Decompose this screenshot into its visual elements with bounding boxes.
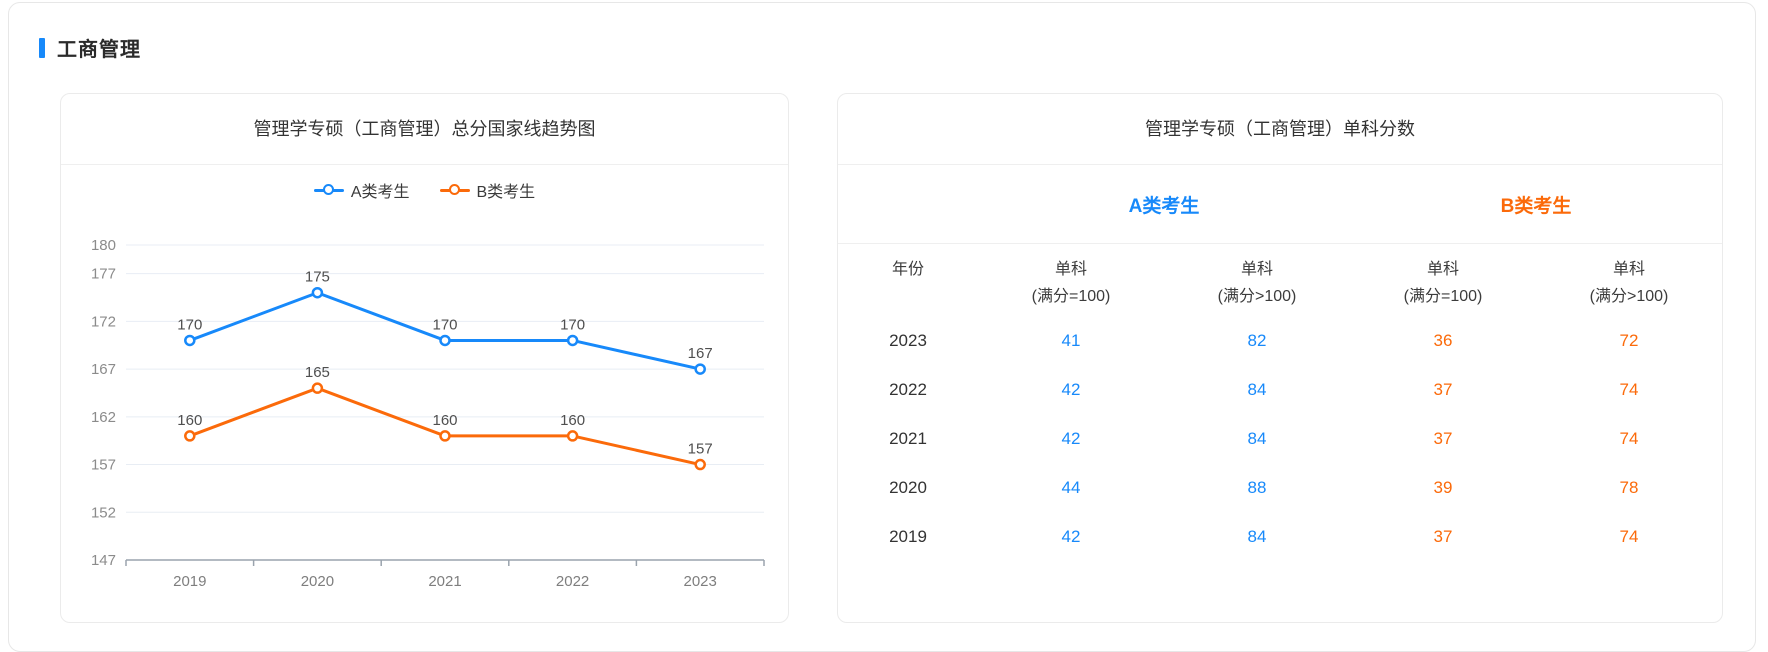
x-axis-label: 2019: [173, 573, 206, 590]
data-point: [566, 430, 579, 442]
a-class-score-cell: 84: [1247, 379, 1267, 399]
data-point-label: 165: [305, 364, 330, 381]
column-header: 单科 (满分=100): [1031, 261, 1111, 305]
data-point-label: 157: [688, 441, 713, 458]
y-axis-label: 162: [91, 409, 116, 426]
y-axis-label: 147: [91, 552, 116, 569]
year-cell: 2020: [889, 477, 927, 497]
table-column-header-row: 年份 单科 (满分=100) 单科 (满分>100) 单科 (满分=100) 单科 (满分>10…: [838, 244, 1722, 316]
table-row: 2023 41 82 36 72: [838, 316, 1722, 365]
column-header: 单科 (满分>100): [1217, 261, 1297, 305]
a-class-score-cell: 84: [1247, 428, 1267, 448]
column-header: 单科 (满分>100): [1589, 261, 1669, 305]
b-class-score-cell: 74: [1619, 526, 1639, 546]
data-point: [694, 458, 706, 471]
trend-chart-card: 管理学专硕（工商管理）总分国家线趋势图 A类考生 B类考生 147 152 157 16…: [60, 93, 789, 623]
x-axis-label: 2023: [684, 573, 717, 590]
table-row: 2022 42 84 37 74: [838, 365, 1722, 414]
data-point-label: 160: [177, 412, 202, 429]
data-point: [184, 430, 196, 442]
section-accent-bar: [39, 37, 45, 58]
legend-item-a-class[interactable]: A类考生: [313, 178, 410, 202]
section-title: 工商管理: [57, 39, 141, 61]
y-axis-label: 177: [91, 266, 116, 283]
b-class-score-cell: 74: [1619, 379, 1639, 399]
data-point: [439, 334, 451, 347]
x-axis-label: 2022: [556, 573, 589, 590]
b-class-score-cell: 72: [1619, 330, 1639, 350]
group-header-b-class: B类考生: [1500, 195, 1572, 217]
table-body: 2023 41 82 36 72 2022 42 84 37 74 2021 42 84 37 74 2020…: [838, 316, 1722, 561]
y-axis-label: 180: [91, 237, 116, 254]
section-header: 工商管理: [39, 33, 141, 62]
y-axis-label: 157: [91, 457, 116, 474]
data-point-label: 170: [177, 316, 202, 333]
cards-row: 管理学专硕（工商管理）总分国家线趋势图 A类考生 B类考生 147 152 157 16…: [60, 93, 1723, 623]
data-point-label: 160: [432, 412, 457, 429]
data-point-label: 167: [688, 345, 713, 362]
b-class-score-cell: 78: [1619, 477, 1639, 497]
a-class-score-cell: 44: [1061, 477, 1081, 497]
a-class-score-cell: 42: [1061, 379, 1081, 399]
b-class-score-cell: 37: [1433, 379, 1453, 399]
b-class-score-cell: 36: [1433, 330, 1453, 350]
a-class-score-cell: 84: [1247, 526, 1267, 546]
x-axis-label: 2021: [428, 573, 461, 590]
data-point: [439, 430, 451, 442]
table-row: 2020 44 88 39 78: [838, 463, 1722, 512]
table-row: 2019 42 84 37 74: [838, 512, 1722, 561]
table-title: 管理学专硕（工商管理）单科分数: [838, 94, 1722, 165]
year-cell: 2019: [889, 526, 927, 546]
data-point-label: 170: [432, 316, 457, 333]
y-axis-label: 152: [91, 504, 116, 521]
legend-label: B类考生: [476, 184, 536, 201]
y-axis-label: 172: [91, 313, 116, 330]
x-axis-label: 2020: [301, 573, 334, 590]
a-class-score-cell: 82: [1247, 330, 1267, 350]
legend-item-b-class[interactable]: B类考生: [439, 178, 536, 202]
data-point-label: 160: [560, 412, 585, 429]
data-point: [566, 334, 579, 347]
legend-label: A类考生: [350, 184, 410, 201]
group-header-a-class: A类考生: [1128, 195, 1200, 217]
b-class-score-cell: 37: [1433, 428, 1453, 448]
a-class-score-cell: 42: [1061, 526, 1081, 546]
column-header: 年份: [891, 261, 924, 278]
year-cell: 2021: [889, 428, 927, 448]
legend-line-circle-icon: [439, 184, 470, 196]
data-point-label: 170: [560, 316, 585, 333]
chart-legend: A类考生 B类考生: [61, 179, 788, 201]
data-point: [694, 363, 706, 375]
column-header: 单科 (满分=100): [1403, 261, 1483, 305]
trend-line-chart: 147 152 157 162 167 172 177 180 2019 2020 2021 2022…: [91, 237, 765, 590]
table-row: 2021 42 84 37 74: [838, 414, 1722, 463]
data-point: [311, 382, 324, 394]
table-group-header-row: A类考生 B类考生: [838, 165, 1722, 244]
year-cell: 2022: [889, 379, 927, 399]
data-point-label: 175: [305, 269, 330, 286]
scores-table-card: 管理学专硕（工商管理）单科分数 A类考生 B类考生 年份 单科 (满分=100) 单科…: [837, 93, 1723, 623]
data-point: [184, 334, 196, 347]
b-class-score-cell: 37: [1433, 526, 1453, 546]
chart-title: 管理学专硕（工商管理）总分国家线趋势图: [61, 94, 788, 165]
b-class-score-cell: 74: [1619, 428, 1639, 448]
page-container: 工商管理 管理学专硕（工商管理）总分国家线趋势图 A类考生 B类考生 147 152…: [8, 2, 1756, 652]
b-class-score-cell: 39: [1433, 477, 1453, 497]
legend-line-circle-icon: [313, 184, 344, 196]
data-point: [311, 286, 324, 299]
a-class-score-cell: 42: [1061, 428, 1081, 448]
y-axis-label: 167: [91, 361, 116, 378]
a-class-score-cell: 41: [1061, 330, 1081, 350]
year-cell: 2023: [889, 330, 927, 350]
a-class-score-cell: 88: [1247, 477, 1267, 497]
